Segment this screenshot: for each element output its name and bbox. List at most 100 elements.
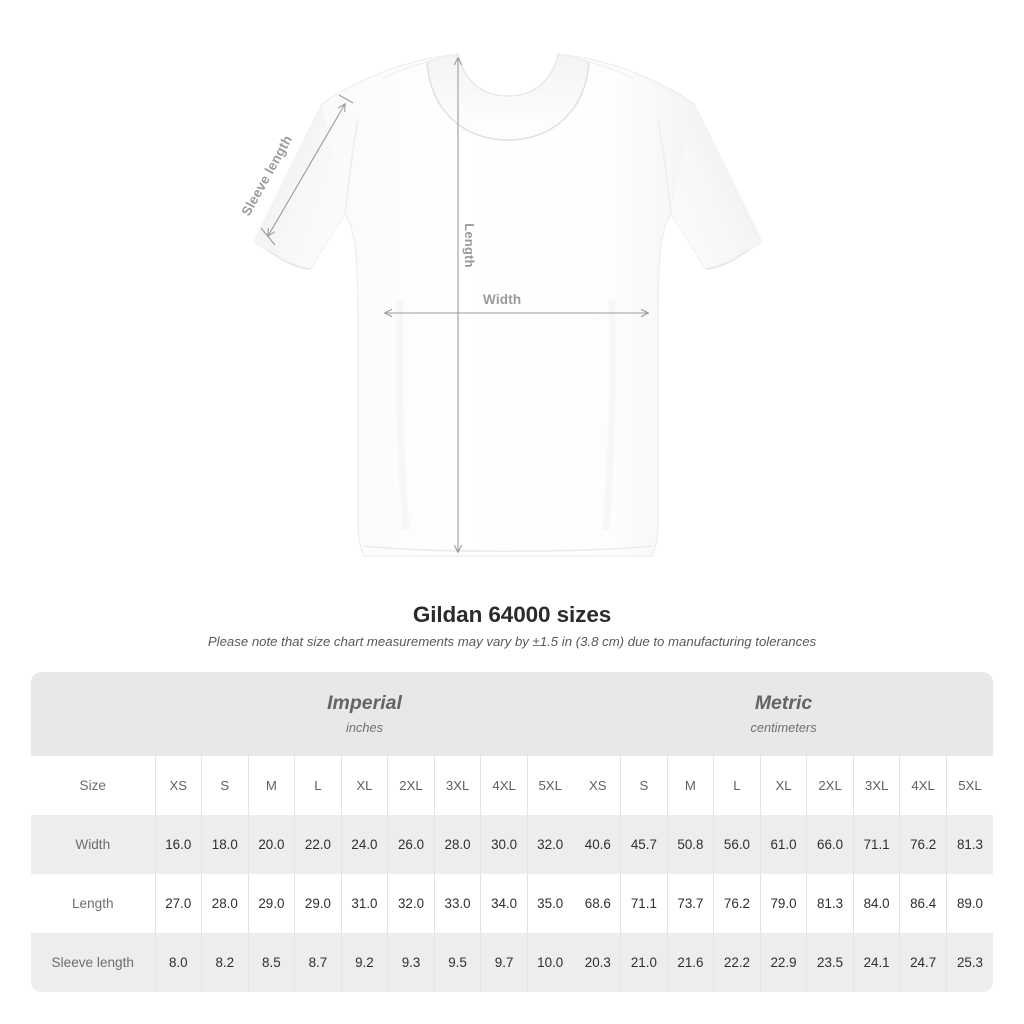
size-column-header-imperial-2xl: 2XL xyxy=(387,756,435,815)
right-armhole-seam xyxy=(657,119,672,215)
unit-group-header-metric: Metric centimeters xyxy=(574,672,994,756)
cell-length-imperial-xs: 27.0 xyxy=(154,874,202,933)
cell-width-imperial-3xl: 28.0 xyxy=(433,815,481,874)
cell-sleeve-length-metric-xs: 20.3 xyxy=(572,933,621,992)
left-armhole-seam xyxy=(344,119,359,215)
cell-length-imperial-2xl: 32.0 xyxy=(387,874,435,933)
cell-length-metric-2xl: 81.3 xyxy=(806,874,854,933)
unit-group-header-imperial: Imperial inches xyxy=(155,672,575,756)
size-header-row: Size XS S M L XL 2XL 3XL 4XL 5XL XS S M L XL 2XL 3XL 4XL 5… xyxy=(31,756,994,815)
cell-length-imperial-3xl: 33.0 xyxy=(433,874,481,933)
size-column-header-metric-xs: XS xyxy=(572,756,621,815)
cell-width-metric-m: 50.8 xyxy=(666,815,714,874)
size-column-header-metric-s: S xyxy=(620,756,668,815)
page-title: Gildan 64000 sizes xyxy=(412,602,612,627)
cell-length-imperial-m: 29.0 xyxy=(247,874,295,933)
cell-sleeve-length-imperial-3xl: 9.5 xyxy=(433,933,481,992)
sleeve-tick-top xyxy=(338,94,354,104)
cell-sleeve-length-imperial-4xl: 9.7 xyxy=(480,933,528,992)
cell-width-metric-2xl: 66.0 xyxy=(806,815,854,874)
table-row: Length 27.0 28.0 29.0 29.0 31.0 32.0 33.0 34.0 35… xyxy=(31,874,994,933)
cell-length-metric-xs: 68.6 xyxy=(572,874,621,933)
cell-length-metric-5xl: 89.0 xyxy=(945,874,994,933)
size-column-header-metric-3xl: 3XL xyxy=(852,756,900,815)
cell-width-imperial-s: 18.0 xyxy=(201,815,249,874)
cell-width-metric-xs: 40.6 xyxy=(572,815,621,874)
left-sleeve-hem xyxy=(267,249,312,270)
cell-length-metric-4xl: 86.4 xyxy=(899,874,947,933)
table-row: Sleeve length 8.0 8.2 8.5 8.7 9.2 9.3 9.5 9.7 10.… xyxy=(31,933,994,992)
cell-width-metric-3xl: 71.1 xyxy=(852,815,900,874)
cell-width-metric-l: 56.0 xyxy=(713,815,761,874)
bottom-hem xyxy=(363,545,653,553)
cell-length-metric-xl: 79.0 xyxy=(759,874,807,933)
cell-length-metric-l: 76.2 xyxy=(713,874,761,933)
size-column-header-metric-4xl: 4XL xyxy=(899,756,947,815)
cell-sleeve-length-imperial-m: 8.5 xyxy=(247,933,295,992)
size-column-header-imperial-5xl: 5XL xyxy=(526,756,575,815)
size-column-header-metric-2xl: 2XL xyxy=(806,756,854,815)
cell-width-metric-xl: 61.0 xyxy=(759,815,807,874)
cell-length-imperial-5xl: 35.0 xyxy=(526,874,575,933)
size-column-header-imperial-m: M xyxy=(247,756,295,815)
cell-length-imperial-s: 28.0 xyxy=(201,874,249,933)
size-column-header-metric-l: L xyxy=(713,756,761,815)
size-column-header-metric-m: M xyxy=(666,756,714,815)
cell-sleeve-length-metric-3xl: 24.1 xyxy=(852,933,900,992)
right-sleeve-hem xyxy=(704,249,749,270)
cell-length-metric-s: 71.1 xyxy=(620,874,668,933)
unit-header-row: Imperial inches Metric centimeters xyxy=(31,672,994,756)
cell-width-imperial-4xl: 30.0 xyxy=(480,815,528,874)
size-column-header-imperial-4xl: 4XL xyxy=(480,756,528,815)
size-chart-table-container: Imperial inches Metric centimeters Size XS S M L… xyxy=(31,672,994,992)
cell-width-metric-5xl: 81.3 xyxy=(945,815,994,874)
cell-length-metric-3xl: 84.0 xyxy=(852,874,900,933)
width-label: Width xyxy=(483,292,522,307)
tolerance-note: Please note that size chart measurements… xyxy=(207,634,817,649)
cell-width-metric-4xl: 76.2 xyxy=(899,815,947,874)
cell-width-imperial-xs: 16.0 xyxy=(154,815,202,874)
cell-sleeve-length-metric-m: 21.6 xyxy=(666,933,714,992)
left-shoulder-seam xyxy=(382,53,459,79)
cell-sleeve-length-metric-4xl: 24.7 xyxy=(899,933,947,992)
cell-length-imperial-4xl: 34.0 xyxy=(480,874,528,933)
size-column-header-imperial-l: L xyxy=(294,756,342,815)
length-label: Length xyxy=(461,223,477,268)
unit-header-spacer xyxy=(31,672,155,756)
cell-sleeve-length-imperial-5xl: 10.0 xyxy=(526,933,575,992)
cell-width-imperial-l: 22.0 xyxy=(294,815,342,874)
size-column-header-imperial-s: S xyxy=(201,756,249,815)
body-fold-left xyxy=(395,299,410,531)
right-sleeve-shading xyxy=(671,104,761,269)
unit-group-name: Metric xyxy=(754,692,813,715)
cell-width-imperial-5xl: 32.0 xyxy=(526,815,575,874)
unit-group-name: Imperial xyxy=(327,692,402,715)
size-column-header-imperial-xl: XL xyxy=(340,756,388,815)
cell-width-imperial-m: 20.0 xyxy=(247,815,295,874)
sleeve-length-measure-arrow xyxy=(260,94,354,246)
cell-sleeve-length-imperial-xl: 9.2 xyxy=(340,933,388,992)
size-chart-table: Imperial inches Metric centimeters Size XS S M L… xyxy=(31,672,994,992)
collar-inner-edge xyxy=(426,61,590,141)
cell-sleeve-length-imperial-xs: 8.0 xyxy=(154,933,202,992)
size-column-header-metric-5xl: 5XL xyxy=(945,756,994,815)
cell-sleeve-length-imperial-s: 8.2 xyxy=(201,933,249,992)
size-column-header-imperial-xs: XS xyxy=(154,756,202,815)
cell-sleeve-length-metric-s: 21.0 xyxy=(620,933,668,992)
cell-width-imperial-2xl: 26.0 xyxy=(387,815,435,874)
tshirt-illustration: Sleeve length Length Width xyxy=(239,53,761,557)
cell-length-imperial-l: 29.0 xyxy=(294,874,342,933)
cell-width-imperial-xl: 24.0 xyxy=(340,815,388,874)
unit-group-unit: centimeters xyxy=(750,719,817,735)
table-row: Width 16.0 18.0 20.0 22.0 24.0 26.0 28.0 30.0 32.… xyxy=(31,815,994,874)
size-column-header-imperial-3xl: 3XL xyxy=(433,756,481,815)
unit-group-unit: inches xyxy=(346,719,384,735)
row-header-length: Length xyxy=(31,874,155,933)
cell-sleeve-length-metric-xl: 22.9 xyxy=(759,933,807,992)
body-fold-right xyxy=(602,299,617,531)
table-corner-label: Size xyxy=(31,756,155,815)
row-header-width: Width xyxy=(31,815,155,874)
cell-sleeve-length-metric-l: 22.2 xyxy=(713,933,761,992)
right-shoulder-seam xyxy=(557,53,634,79)
row-header-sleeve-length: Sleeve length xyxy=(31,933,155,992)
